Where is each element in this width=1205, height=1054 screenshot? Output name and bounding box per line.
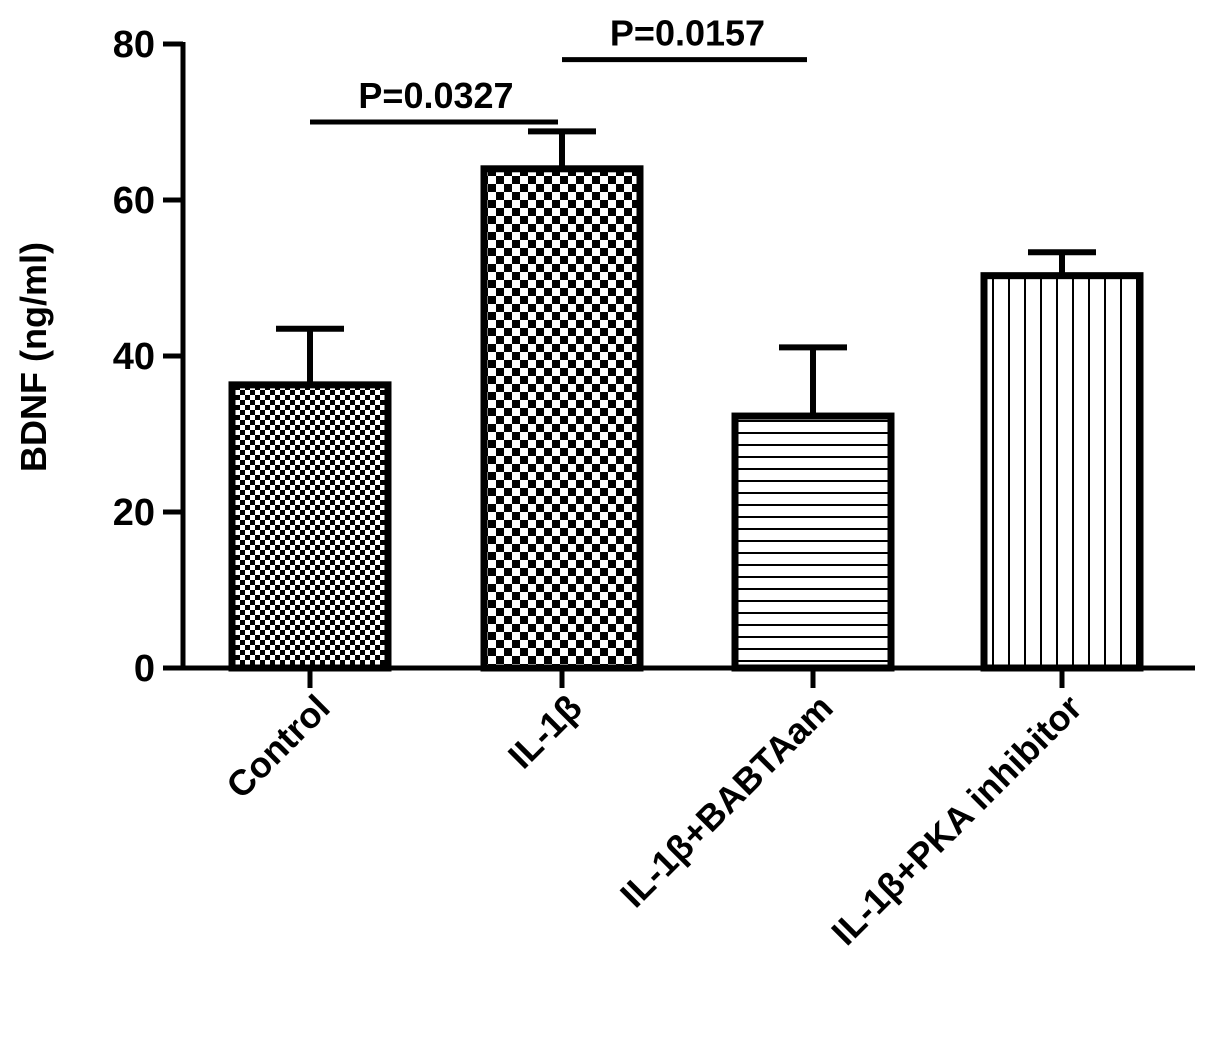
bar-il-1- [480, 165, 644, 672]
bar-control [228, 381, 392, 672]
y-tick-label-80: 80 [113, 24, 155, 66]
p-value-label-1: P=0.0327 [358, 75, 513, 116]
category-label-il-1-: IL-1β [500, 687, 590, 777]
p-value-label-2: P=0.0157 [610, 13, 765, 54]
category-label-il-1-pka-inhibitor: IL-1β+PKA inhibitor [823, 687, 1089, 953]
bar-il-1-pka-inhibitor [980, 272, 1144, 672]
y-tick-label-20: 20 [113, 492, 155, 534]
bar-il-1-babtaam [731, 412, 895, 672]
category-label-il-1-babtaam: IL-1β+BABTAam [612, 687, 841, 916]
y-tick-label-0: 0 [134, 648, 155, 690]
y-tick-label-60: 60 [113, 180, 155, 222]
y-axis-title: BDNF (ng/ml) [13, 242, 54, 472]
y-tick-label-40: 40 [113, 336, 155, 378]
category-label-control: Control [218, 687, 337, 806]
